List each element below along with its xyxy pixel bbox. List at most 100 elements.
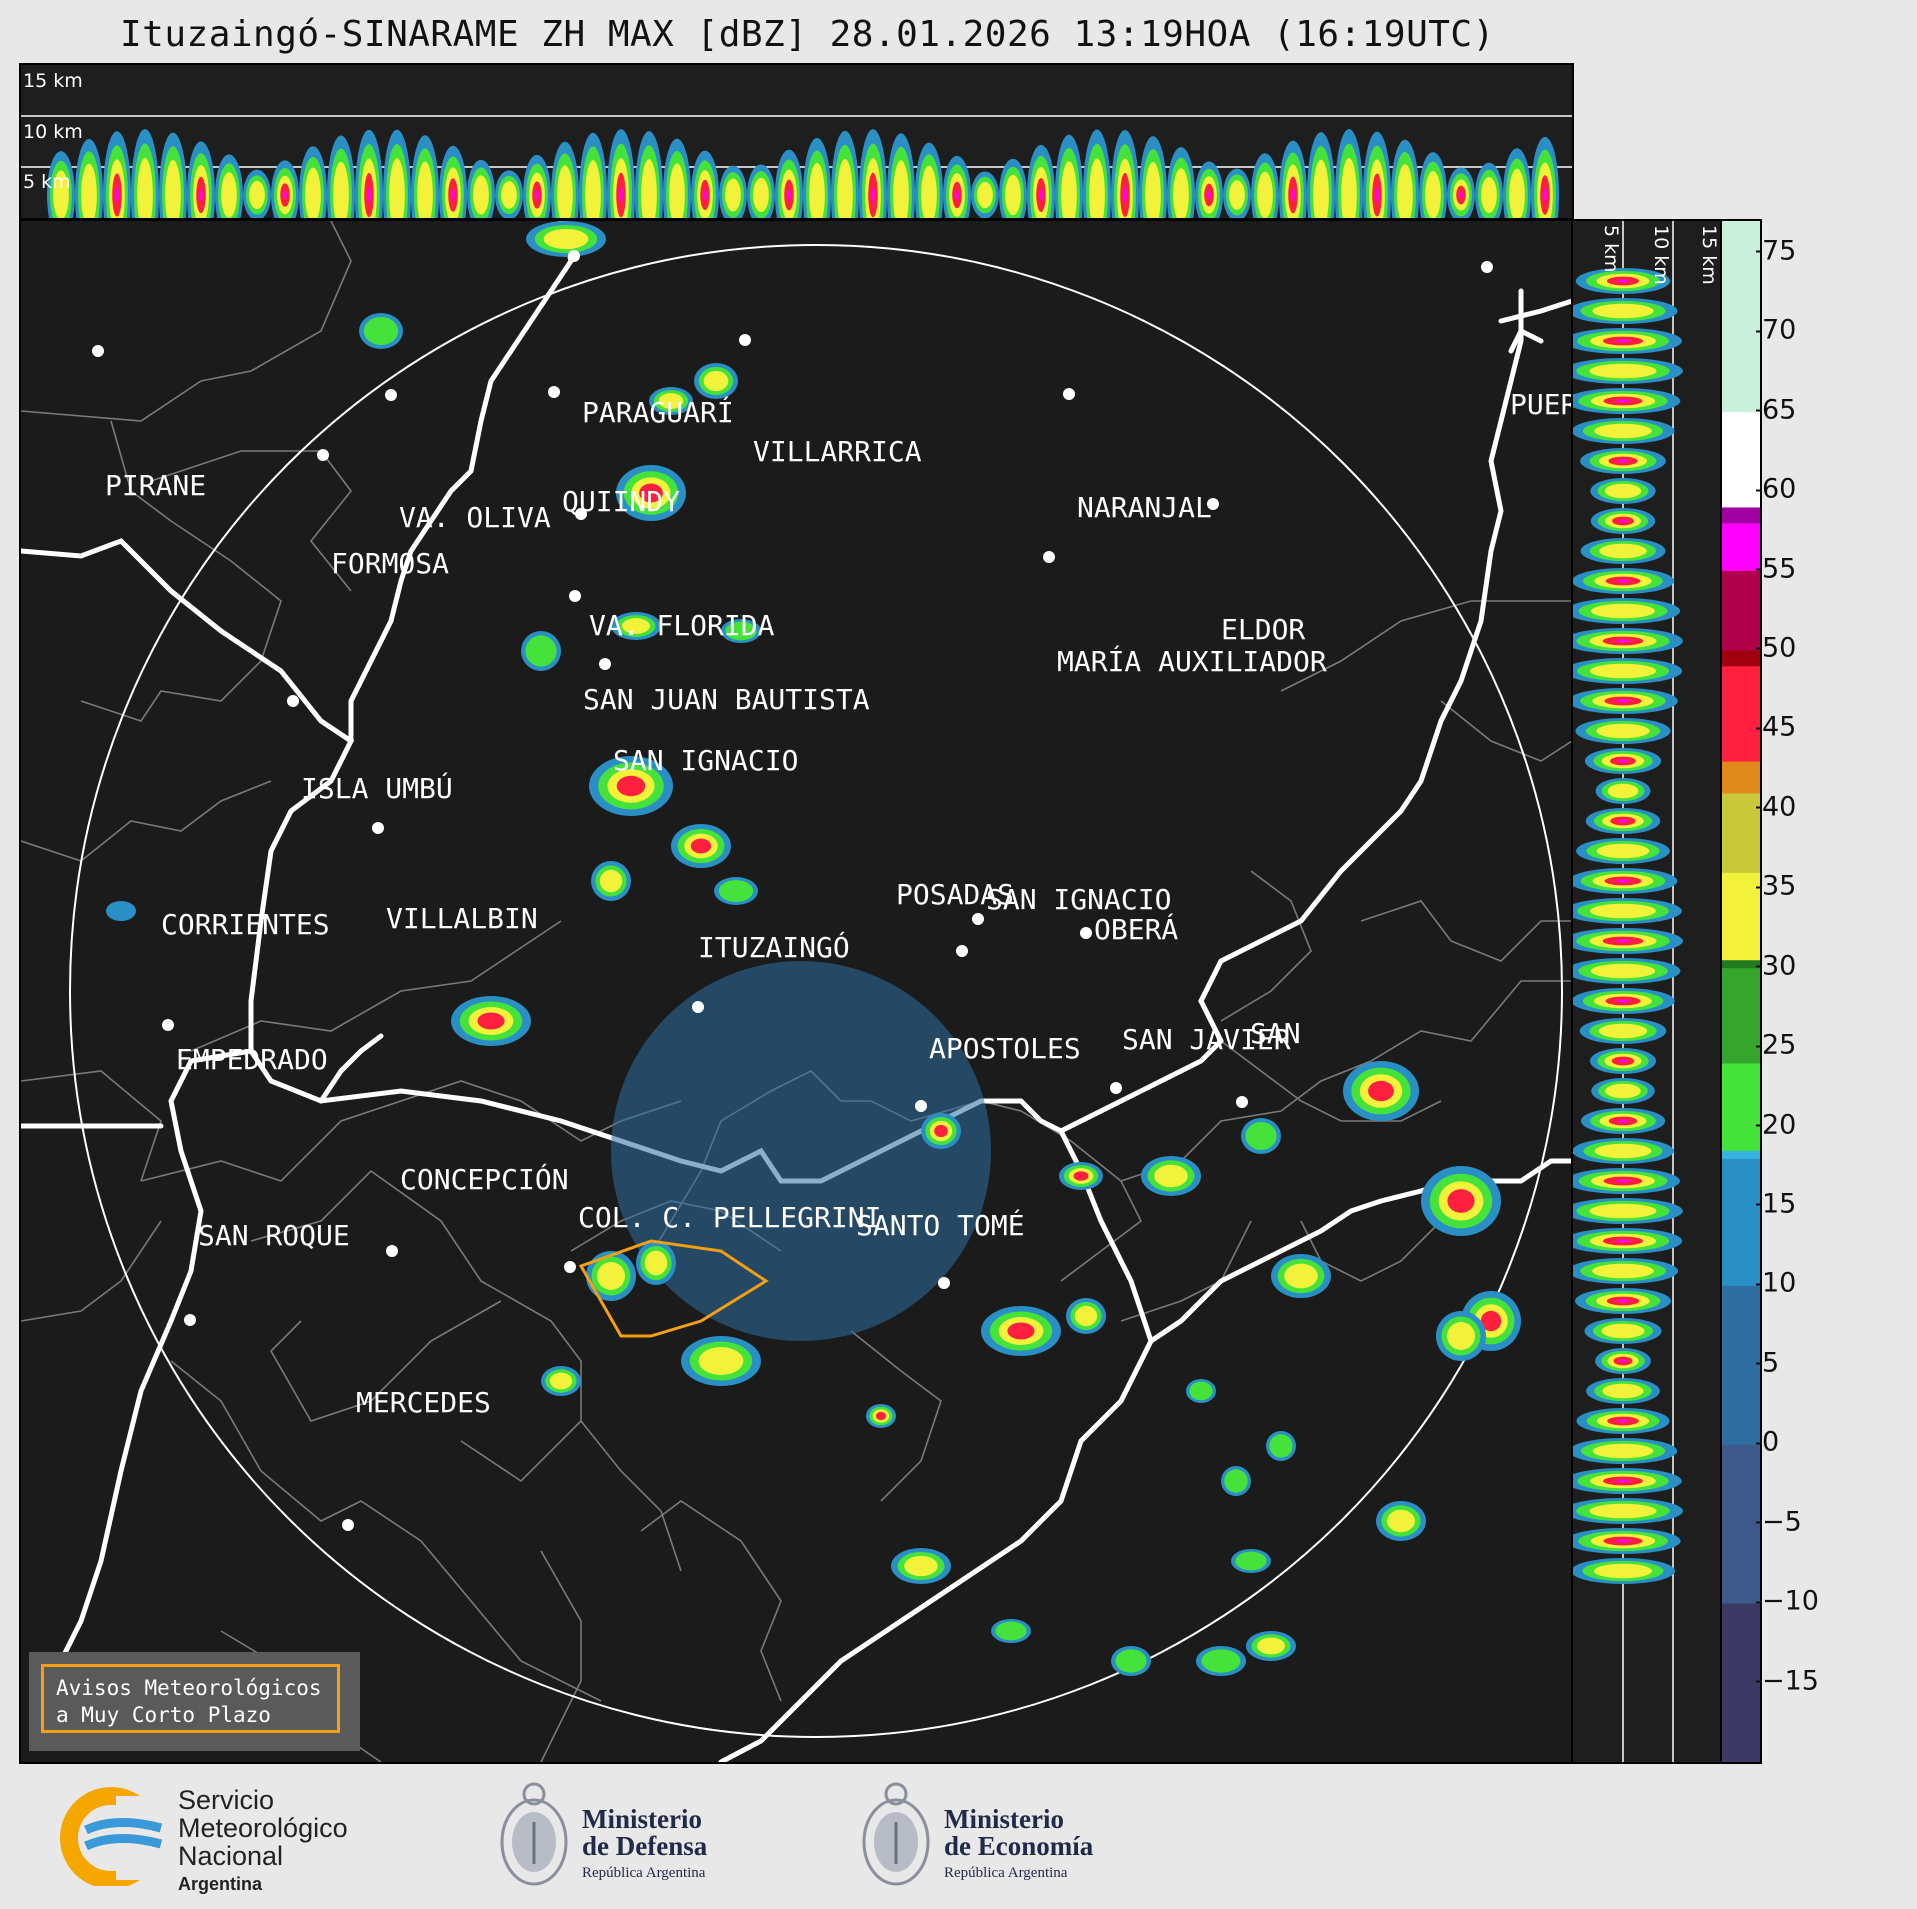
colorbar-tick-label: 10 <box>1755 1267 1797 1299</box>
city-marker <box>599 658 611 670</box>
colorbar-band <box>1722 1150 1760 1159</box>
city-label: PUER <box>1510 388 1574 421</box>
economia-wordmark: Ministerio de Economía República Argenti… <box>944 1806 1093 1887</box>
echo-cell <box>1543 188 1547 202</box>
echo-cell <box>1480 1310 1502 1332</box>
city-marker <box>568 250 580 262</box>
city-marker <box>575 508 587 520</box>
city-marker <box>1236 1096 1248 1108</box>
height-label-10km-vertical: 10 km <box>1650 225 1672 285</box>
echo-cell <box>1005 174 1021 216</box>
echo-cell <box>1617 1119 1629 1123</box>
echo-cell <box>1229 180 1245 210</box>
smn-logo <box>56 1786 176 1889</box>
echo-ground-clutter <box>611 961 991 1341</box>
colorbar-tick-label: −5 <box>1756 1506 1802 1538</box>
city-marker <box>317 449 329 461</box>
echo-cell <box>698 1347 744 1375</box>
smn-line-1: Servicio <box>178 1785 275 1815</box>
echo-cell <box>641 159 657 218</box>
height-label-5km: 5 km <box>23 171 71 193</box>
city-label: CORRIENTES <box>161 908 330 941</box>
echo-cell <box>165 160 181 218</box>
city-label: SANTO TOMÉ <box>856 1209 1025 1242</box>
smn-wordmark: Servicio Meteorológico Nacional Argentin… <box>178 1786 348 1898</box>
echo-cell <box>725 178 741 212</box>
echo-cell <box>501 181 517 209</box>
echo-cell <box>549 1372 573 1390</box>
echo-cell <box>1590 903 1656 919</box>
defensa-wordmark: Ministerio de Defensa República Argentin… <box>582 1806 707 1887</box>
echo-cell <box>283 190 287 200</box>
echo-cell <box>417 161 433 218</box>
echo-cell <box>1617 1299 1629 1303</box>
echo-cell <box>106 901 136 921</box>
echo-cell <box>955 190 959 200</box>
echo-cell <box>1061 161 1077 218</box>
echo-cell <box>1615 1239 1631 1243</box>
echo-cell <box>1619 1359 1627 1363</box>
colorbar-band <box>1722 649 1760 667</box>
echo-cell <box>1605 1083 1641 1099</box>
echo-cell <box>616 775 646 797</box>
city-marker <box>1207 498 1219 510</box>
echo-cell <box>1607 783 1639 799</box>
echo-cell <box>1592 1443 1654 1459</box>
city-label: SAN JAVIER <box>1122 1023 1291 1056</box>
echo-cell <box>1447 1189 1475 1213</box>
echo-cell <box>1291 188 1295 202</box>
echo-cell <box>977 181 993 209</box>
city-label: PIRANE <box>105 469 207 502</box>
echo-cell <box>718 880 754 902</box>
echo-cell <box>1604 483 1642 499</box>
economia-line-1: Ministerio <box>944 1804 1064 1834</box>
echo-cell <box>1509 168 1525 218</box>
echo-cell <box>1617 279 1629 283</box>
city-marker <box>1063 388 1075 400</box>
echo-cell <box>1589 1503 1657 1519</box>
echo-cell <box>1447 1322 1475 1350</box>
echo-cell <box>1591 603 1655 619</box>
echo-cell <box>904 1555 938 1577</box>
echo-cell <box>921 165 937 218</box>
echo-cell <box>1594 1143 1652 1159</box>
city-label: POSADAS <box>896 878 1015 911</box>
city-label: SAN <box>1250 1017 1301 1050</box>
colorbar-band <box>1722 506 1760 524</box>
echo-cell <box>473 175 489 215</box>
city-marker <box>92 345 104 357</box>
economia-line-2: de Economía <box>944 1831 1094 1861</box>
echo-cell <box>597 1262 625 1290</box>
echo-cell <box>893 160 909 218</box>
echo-cell <box>1115 1649 1147 1673</box>
city-marker <box>1110 1082 1122 1094</box>
warning-legend: Avisos Meteorológicos a Muy Corto Plazo <box>29 1652 360 1751</box>
colorbar-tick-label: 60 <box>1755 473 1797 505</box>
echo-cell <box>1601 1323 1645 1339</box>
echo-cell <box>1594 423 1652 439</box>
echo-cell <box>1387 1509 1415 1533</box>
radar-range-ring <box>69 244 1563 1738</box>
echo-cell <box>249 180 265 210</box>
city-marker <box>915 1100 927 1112</box>
city-label: SAN ROQUE <box>198 1219 350 1252</box>
city-marker <box>1481 261 1493 273</box>
colorbar-band <box>1722 959 1760 969</box>
defensa-line-2: de Defensa <box>582 1831 708 1861</box>
smn-line-3: Nacional <box>178 1841 284 1871</box>
city-marker <box>548 386 560 398</box>
echo-cell <box>1224 1469 1248 1493</box>
echo-cell <box>725 621 757 641</box>
city-label: NARANJAL <box>1077 491 1212 524</box>
colorbar-tick-label: 45 <box>1755 711 1797 743</box>
city-label: VA. OLIVA <box>399 501 551 534</box>
colorbar-tick-label: 75 <box>1755 235 1797 267</box>
echo-cell <box>535 190 539 200</box>
colorbar-tick-label: −10 <box>1756 1585 1819 1617</box>
echo-cell <box>1375 187 1379 203</box>
echo-cell <box>1425 171 1441 218</box>
echo-cell <box>1616 579 1630 583</box>
echo-cell <box>525 635 557 667</box>
city-label: MERCEDES <box>356 1386 491 1419</box>
echo-cell <box>1459 191 1463 199</box>
